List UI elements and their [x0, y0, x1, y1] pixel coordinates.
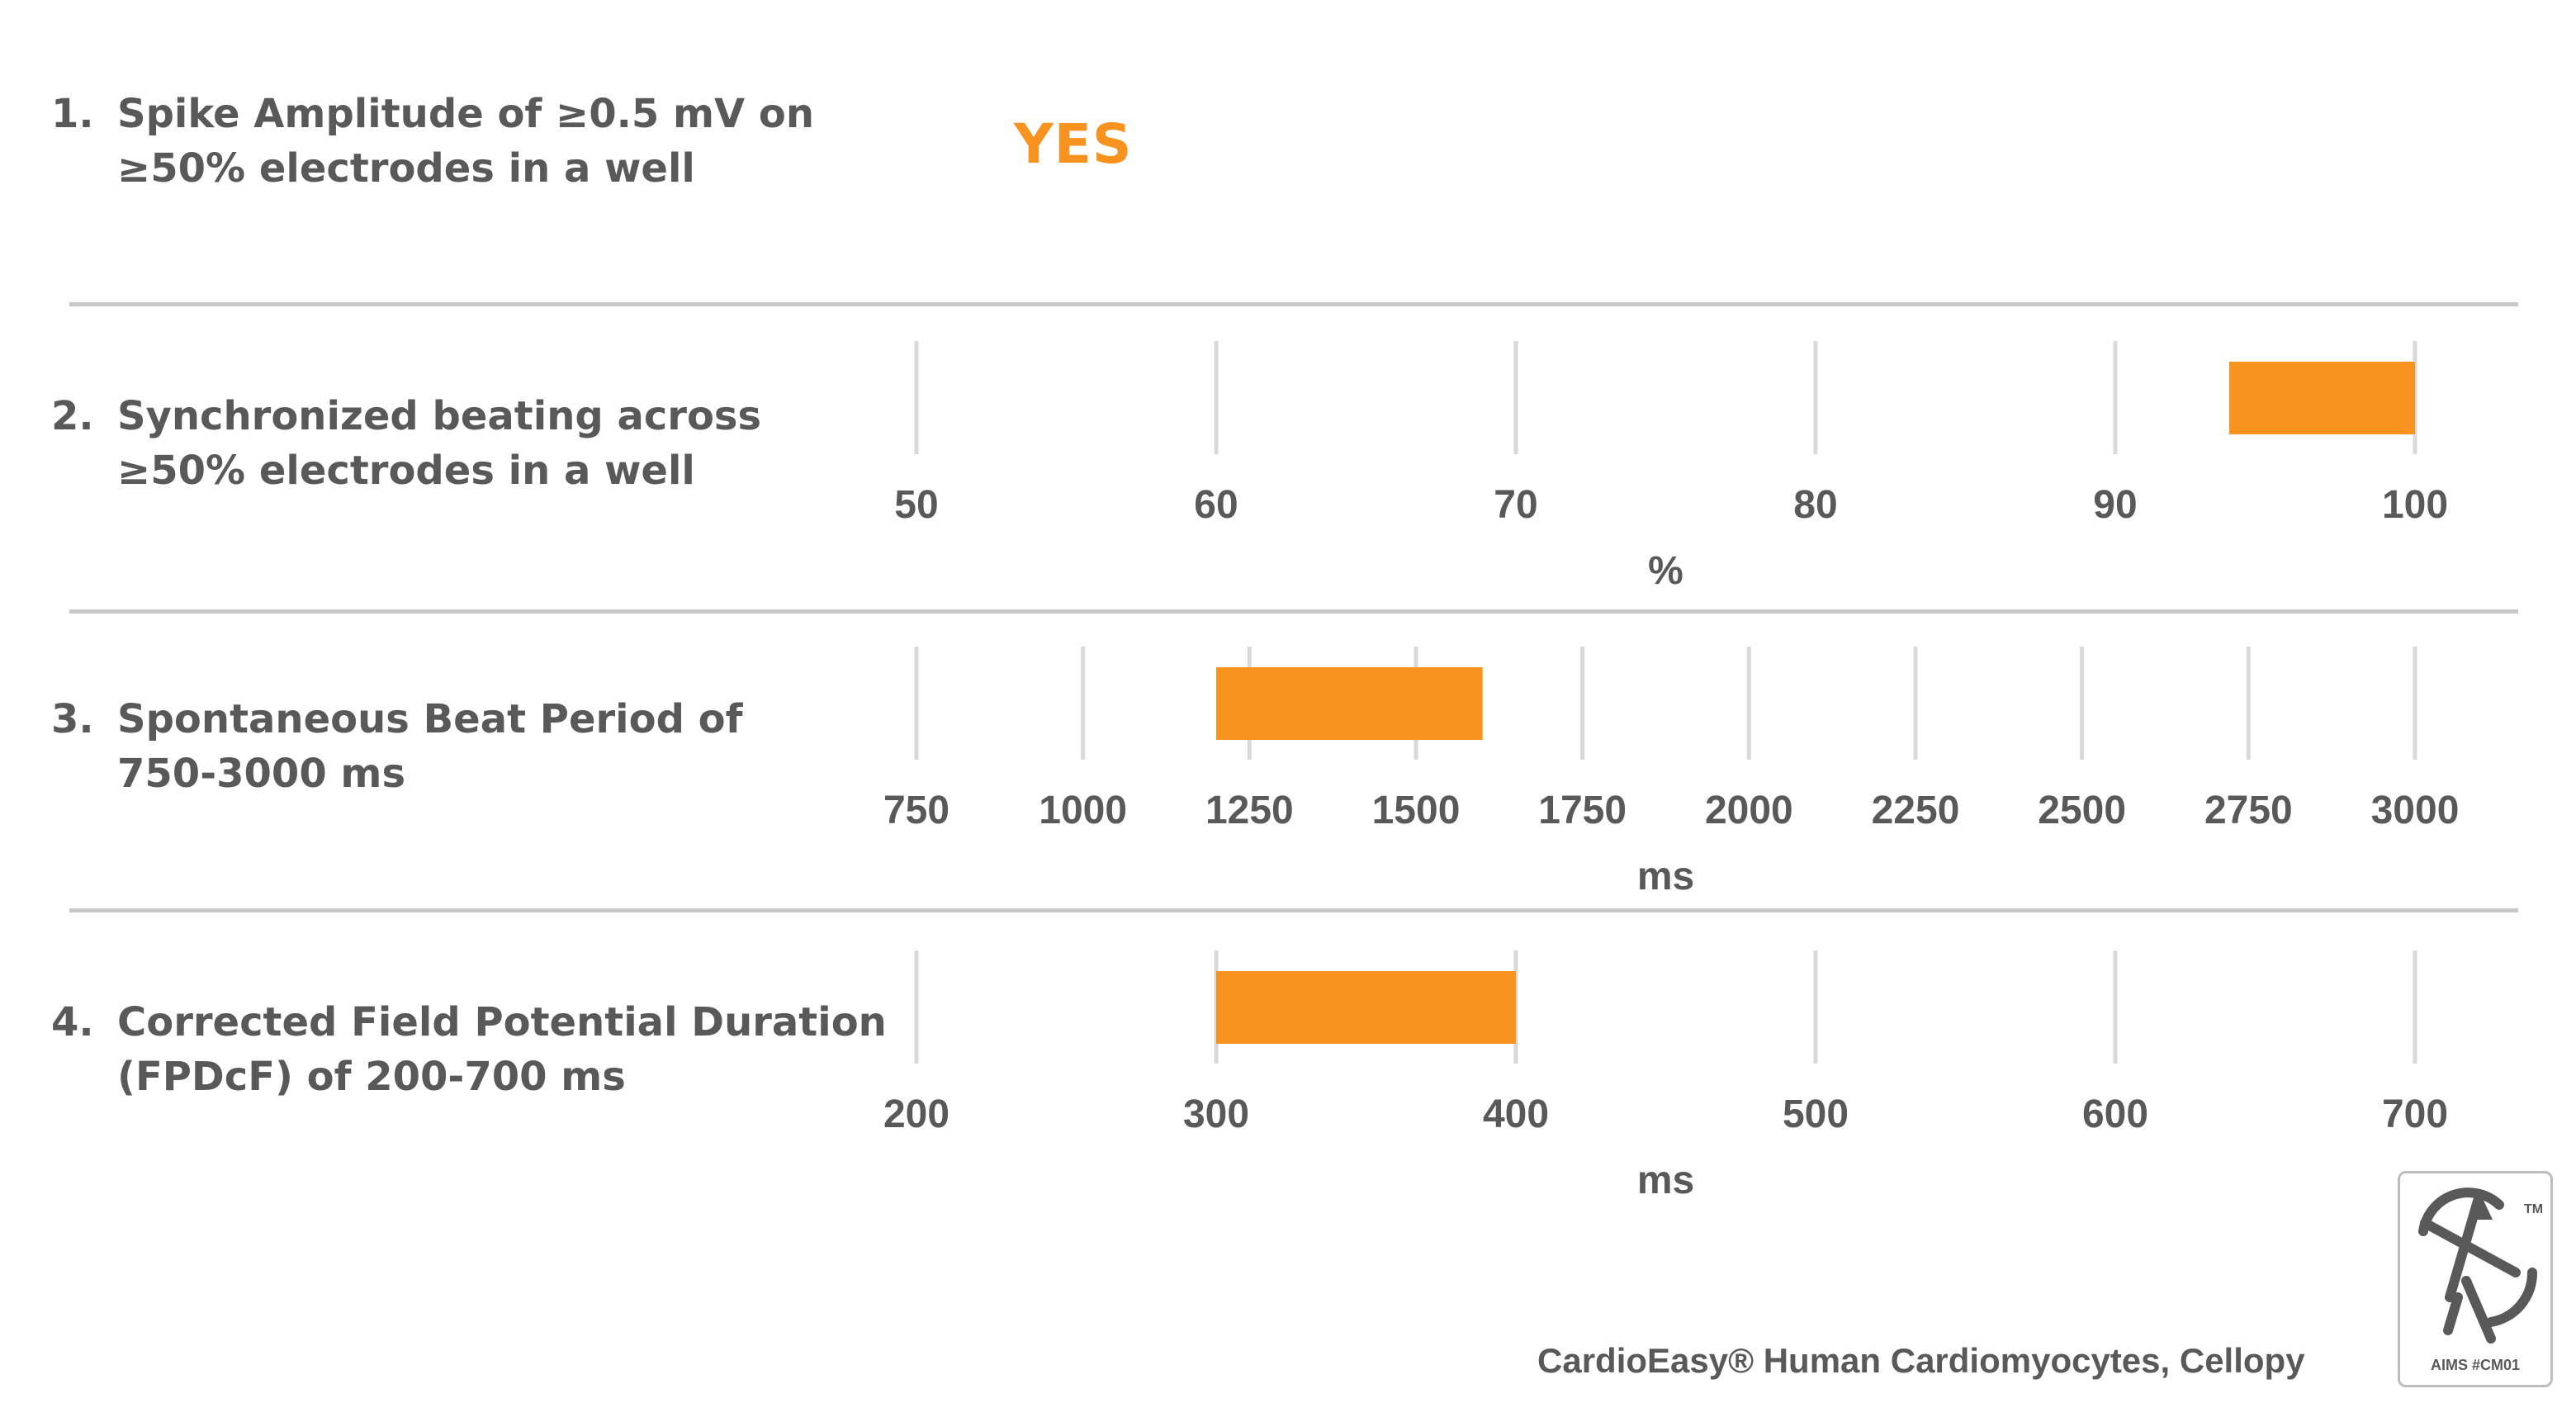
criterion-2: 2. Synchronized beating across ≥50% elec…	[51, 389, 761, 498]
tick-label: 50	[894, 483, 938, 527]
tick-label: 1250	[1205, 789, 1294, 832]
aims-logo: TM AIMS #CM01	[2398, 1171, 2553, 1387]
criterion-line-2: (FPDcF) of 200-700 ms	[117, 1054, 626, 1100]
footer-caption: CardioEasy® Human Cardiomyocytes, Cellop…	[1537, 1341, 2305, 1380]
criterion-line-2: ≥50% electrodes in a well	[117, 145, 695, 192]
axis-unit-label: %	[1648, 549, 1683, 593]
section-divider	[69, 609, 2518, 614]
range-bar	[1216, 971, 1516, 1044]
trademark-label: TM	[2524, 1202, 2543, 1216]
criterion-number: 4.	[51, 999, 94, 1045]
tick-label: 70	[1494, 483, 1537, 527]
tick-label: 2000	[1705, 789, 1793, 832]
criterion-line-1: Spontaneous Beat Period of	[117, 696, 743, 742]
tick-label: 400	[1483, 1093, 1549, 1136]
tick-label: 2500	[2038, 789, 2126, 832]
tick-label: 100	[2382, 483, 2448, 527]
chart-synchronized-beating: 50 60 70 80 90 100%	[0, 334, 2576, 607]
criterion-line-1: Corrected Field Potential Duration	[117, 999, 887, 1045]
tick-label: 80	[1793, 483, 1837, 527]
tick-label: 500	[1783, 1093, 1849, 1136]
criterion-1: 1. Spike Amplitude of ≥0.5 mV on ≥50% el…	[51, 87, 814, 196]
criterion-1-result: YES	[1014, 112, 1133, 176]
chart-beat-period: 750 1000 1250 1500 1750 2000 2250 2500 2750 3000 m…	[0, 640, 2576, 912]
tick-label: 2750	[2204, 789, 2293, 832]
tick-label: 1750	[1538, 789, 1627, 832]
tick-label: 600	[2082, 1093, 2148, 1136]
criterion-line-1: Synchronized beating across	[117, 393, 762, 439]
chart-svg: 50 60 70 80 90 100%	[894, 341, 2448, 593]
range-bar	[1216, 667, 1483, 740]
range-bar	[2228, 362, 2415, 434]
tick-label: 200	[883, 1093, 949, 1136]
tick-label: 1500	[1372, 789, 1461, 832]
tick-label: 1000	[1039, 789, 1127, 832]
tick-label: 300	[1183, 1093, 1249, 1136]
section-divider	[69, 908, 2518, 912]
criterion-3: 3. Spontaneous Beat Period of 750-3000 m…	[51, 692, 743, 801]
tick-label: 3000	[2371, 789, 2460, 832]
tick-label: 750	[883, 789, 949, 832]
axis-unit-label: ms	[1637, 1159, 1694, 1202]
axis-unit-label: ms	[1637, 855, 1694, 898]
chart-svg: 750 1000 1250 1500 1750 2000 2250 2500 2750 3000 m…	[883, 647, 2460, 898]
criterion-line-2: ≥50% electrodes in a well	[117, 448, 695, 494]
tick-label: 2250	[1872, 789, 1960, 832]
section-divider	[69, 302, 2518, 306]
criterion-4: 4. Corrected Field Potential Duration (F…	[51, 995, 887, 1104]
criterion-number: 2.	[51, 393, 94, 439]
tick-label: 90	[2093, 483, 2137, 527]
criterion-line-2: 750-3000 ms	[117, 751, 406, 797]
criterion-number: 1.	[51, 91, 94, 137]
tick-label: 60	[1194, 483, 1238, 527]
chart-svg: 200 300 400 500 600 700 ms	[883, 950, 2448, 1202]
criterion-line-1: Spike Amplitude of ≥0.5 mV on	[117, 91, 815, 137]
logo-caption: AIMS #CM01	[2430, 1357, 2521, 1373]
chart-fpdcf: 200 300 400 500 600 700 ms	[0, 944, 2576, 1216]
tick-label: 700	[2382, 1093, 2448, 1136]
criterion-number: 3.	[51, 696, 94, 742]
aims-logo-icon: TM	[2418, 1187, 2543, 1344]
